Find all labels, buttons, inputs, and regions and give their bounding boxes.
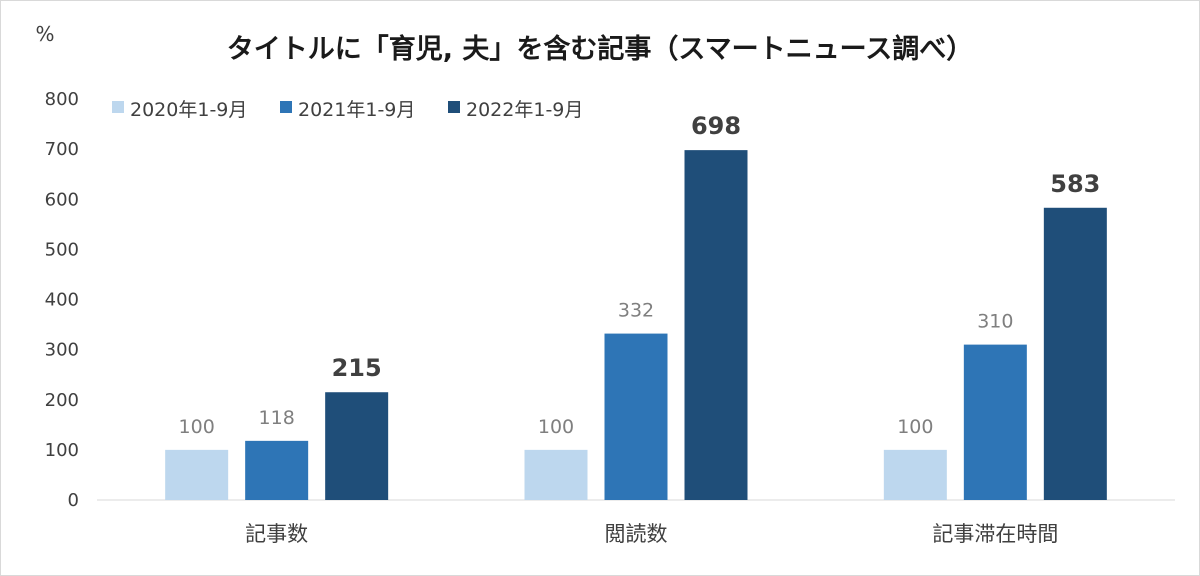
legend: 2020年1-9月 2021年1-9月 2022年1-9月 <box>112 99 583 121</box>
y-tick-label: 500 <box>45 239 79 260</box>
legend-label: 2020年1-9月 <box>130 99 247 121</box>
y-tick-label: 600 <box>45 189 79 210</box>
y-axis-unit-label: % <box>35 22 54 46</box>
chart-title: タイトルに「育児, 夫」を含む記事（スマートニュース調べ） <box>227 33 974 65</box>
bar-value-label: 100 <box>897 416 933 438</box>
legend-swatch <box>280 101 292 113</box>
legend-swatch <box>112 101 124 113</box>
bars <box>165 150 1107 501</box>
bar-value-label: 100 <box>538 416 574 438</box>
y-tick-label: 200 <box>45 390 79 411</box>
y-tick-label: 300 <box>45 340 79 361</box>
bar <box>165 449 229 500</box>
bar <box>963 344 1027 500</box>
category-label: 記事滞在時間 <box>932 522 1058 546</box>
bar <box>604 333 668 500</box>
category-label: 記事数 <box>245 522 308 546</box>
bar <box>245 440 309 500</box>
y-tick-label: 0 <box>68 490 79 511</box>
legend-swatch <box>448 101 460 113</box>
bar <box>524 449 588 500</box>
legend-label: 2021年1-9月 <box>298 99 415 121</box>
bar-value-label: 100 <box>179 416 215 438</box>
bar-value-label: 698 <box>691 112 741 140</box>
bar-value-label: 215 <box>332 354 382 382</box>
category-label: 閲読数 <box>605 522 668 546</box>
y-tick-label: 700 <box>45 139 79 160</box>
y-tick-label: 800 <box>45 89 79 110</box>
bar-value-label: 332 <box>618 300 654 322</box>
bar-value-label: 310 <box>977 311 1013 333</box>
y-axis-ticks: 0 100 200 300 400 500 600 700 800 <box>45 89 79 511</box>
data-labels: 100 118 215 100 332 698 100 310 583 <box>179 112 1101 438</box>
bar-value-label: 118 <box>259 407 295 429</box>
y-tick-label: 400 <box>45 290 79 311</box>
bar <box>883 449 947 500</box>
y-tick-label: 100 <box>45 440 79 461</box>
bar-value-label: 583 <box>1050 170 1100 198</box>
legend-label: 2022年1-9月 <box>466 99 583 121</box>
bar <box>325 392 389 500</box>
bar <box>1043 207 1107 501</box>
category-labels: 記事数 閲読数 記事滞在時間 <box>245 522 1058 546</box>
bar <box>684 150 748 500</box>
